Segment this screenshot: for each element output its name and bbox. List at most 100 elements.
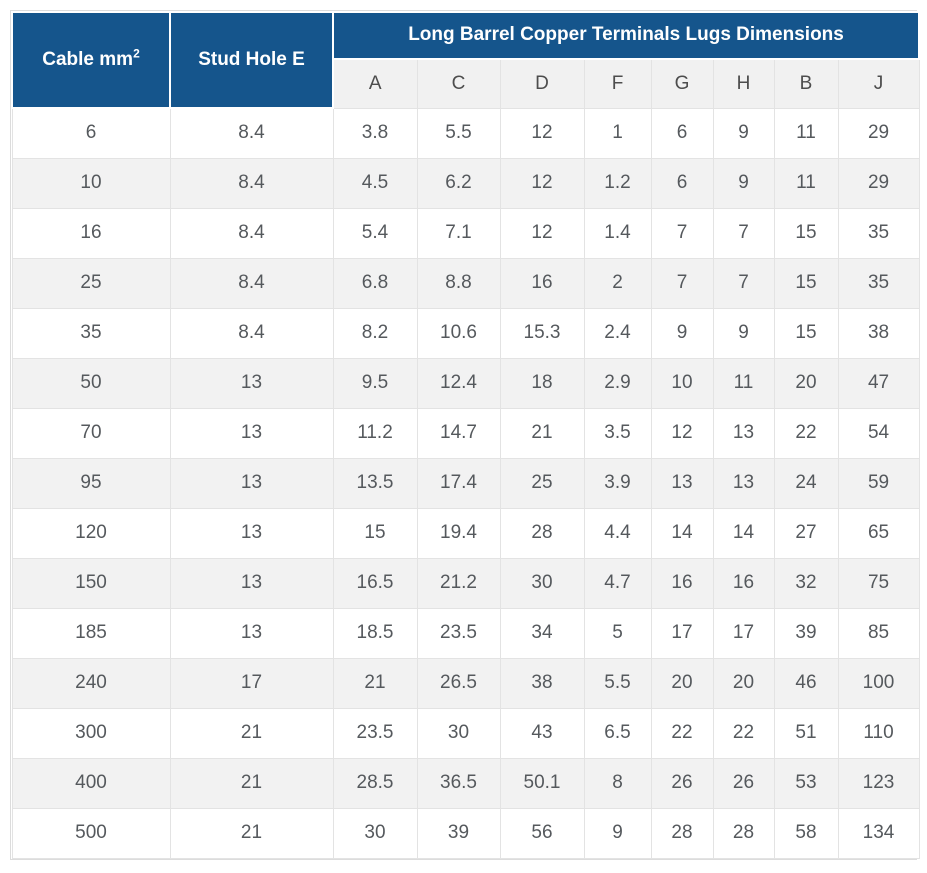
table-cell: 50 [11,357,171,409]
table-cell: 26.5 [416,657,501,709]
table-cell: 20 [650,657,714,709]
table-cell: 16 [712,557,775,609]
table-cell: 16.5 [332,557,418,609]
table-row: 120 13 15 19.4 28 4.4 14 14 27 65 [11,507,920,559]
table-cell: 58 [773,807,839,859]
table-cell: 95 [11,457,171,509]
table-cell: 9 [650,307,714,359]
table-cell: 185 [11,607,171,659]
column-header-stud-hole: Stud Hole E [169,11,334,109]
table-cell: 6.8 [332,257,418,309]
table-cell: 12.4 [416,357,501,409]
column-header-cable: Cable mm2 [11,11,171,109]
table-cell: 28 [499,507,585,559]
header-row-group: Cable mm2 Stud Hole E Long Barrel Copper… [11,11,921,109]
table-cell: 16 [11,207,171,259]
table-row: 300 21 23.5 30 43 6.5 22 22 51 110 [11,707,920,759]
table-cell: 7 [650,207,714,259]
table-cell: 22 [712,707,775,759]
table-cell: 38 [499,657,585,709]
table-cell: 13 [712,407,775,459]
table-cell: 20 [773,357,839,409]
table-cell: 28.5 [332,757,418,809]
table-cell: 13 [712,457,775,509]
table-row: 500 21 30 39 56 9 28 28 58 134 [11,807,920,859]
table-cell: 53 [773,757,839,809]
table-row: 185 13 18.5 23.5 34 5 17 17 39 85 [11,607,920,659]
table-cell: 54 [837,407,920,459]
table-cell: 13 [169,507,334,559]
table-cell: 13 [169,357,334,409]
table-cell: 10 [650,357,714,409]
column-group-header: Long Barrel Copper Terminals Lugs Dimens… [331,11,921,60]
table-cell: 134 [837,807,920,859]
table-cell: 12 [499,207,585,259]
table-cell: 100 [837,657,920,709]
table-cell: 123 [837,757,920,809]
table-cell: 14.7 [416,407,501,459]
table-cell: 6.5 [583,707,652,759]
table-row: 70 13 11.2 14.7 21 3.5 12 13 22 54 [11,407,920,459]
table-header: Cable mm2 Stud Hole E Long Barrel Copper… [11,11,921,109]
table-cell: 7 [712,257,775,309]
table-row: 400 21 28.5 36.5 50.1 8 26 26 53 123 [11,757,920,809]
table-cell: 13 [169,457,334,509]
table-row: 240 17 21 26.5 38 5.5 20 20 46 100 [11,657,920,709]
table-cell: 13.5 [332,457,418,509]
table-cell: 50.1 [499,757,585,809]
table-cell: 300 [11,707,171,759]
table-cell: 6 [11,107,171,159]
table-cell: 12 [650,407,714,459]
column-header-a: A [332,58,418,109]
table-cell: 16 [650,557,714,609]
table-cell: 29 [837,157,920,209]
table-cell: 21 [169,707,334,759]
table-cell: 25 [499,457,585,509]
table-row: 6 8.4 3.8 5.5 12 1 6 9 11 29 [11,107,920,159]
table-cell: 13 [650,457,714,509]
table-cell: 17 [712,607,775,659]
table-cell: 5.5 [583,657,652,709]
table-cell: 35 [11,307,171,359]
table-cell: 5.4 [332,207,418,259]
table-cell: 9.5 [332,357,418,409]
table-cell: 12 [499,157,585,209]
table-cell: 15 [773,257,839,309]
table-cell: 15 [773,207,839,259]
table-cell: 7 [712,207,775,259]
table-cell: 26 [650,757,714,809]
table-cell: 17 [650,607,714,659]
table-cell: 11 [712,357,775,409]
table-cell: 39 [416,807,501,859]
table-cell: 1.2 [583,157,652,209]
column-header-b: B [773,58,839,109]
table-cell: 65 [837,507,920,559]
table-row: 25 8.4 6.8 8.8 16 2 7 7 15 35 [11,257,920,309]
table-row: 10 8.4 4.5 6.2 12 1.2 6 9 11 29 [11,157,920,209]
table-cell: 4.7 [583,557,652,609]
table-cell: 8.4 [169,107,334,159]
table-cell: 12 [499,107,585,159]
table-cell: 24 [773,457,839,509]
column-header-c: C [416,58,501,109]
table-cell: 240 [11,657,171,709]
table-cell: 43 [499,707,585,759]
dimensions-table-container: Cable mm2 Stud Hole E Long Barrel Copper… [10,10,921,860]
table-cell: 8.8 [416,257,501,309]
cable-superscript: 2 [133,46,140,61]
table-row: 95 13 13.5 17.4 25 3.9 13 13 24 59 [11,457,920,509]
table-cell: 13 [169,557,334,609]
table-cell: 23.5 [332,707,418,759]
table-cell: 22 [773,407,839,459]
table-cell: 5 [583,607,652,659]
table-cell: 59 [837,457,920,509]
table-cell: 21 [169,757,334,809]
table-cell: 8.4 [169,307,334,359]
table-cell: 8.4 [169,257,334,309]
column-header-g: G [650,58,714,109]
table-cell: 21 [169,807,334,859]
table-cell: 32 [773,557,839,609]
table-cell: 11 [773,157,839,209]
table-cell: 27 [773,507,839,559]
